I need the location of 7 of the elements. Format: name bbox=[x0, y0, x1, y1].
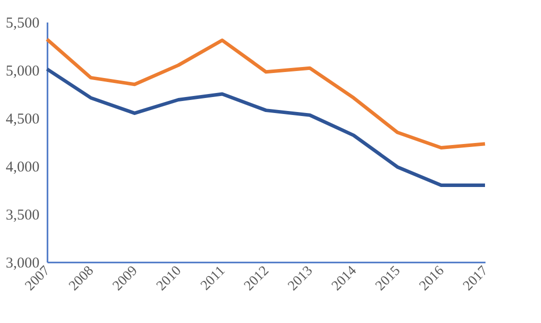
line-series bbox=[45, 38, 487, 150]
y-tick-label: 5,000 bbox=[6, 64, 40, 80]
y-tick-label: 3,500 bbox=[6, 208, 40, 224]
y-tick-label: 4,500 bbox=[6, 112, 40, 128]
y-tick-label: 4,000 bbox=[6, 160, 40, 176]
y-tick-label: 5,500 bbox=[6, 16, 40, 32]
line-series bbox=[45, 67, 487, 187]
